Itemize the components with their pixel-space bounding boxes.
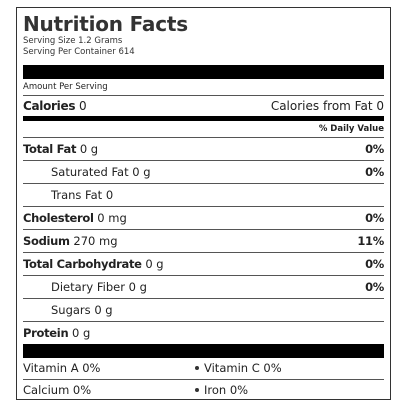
- nutrient-dv: 0%: [365, 165, 384, 179]
- nutrient-amount: 0 g: [79, 142, 99, 156]
- bullet-icon: [195, 365, 199, 370]
- nutrient-row-total-fat: Total Fat 0 g 0%: [23, 138, 384, 161]
- label-title: Nutrition Facts: [23, 12, 188, 36]
- bullet-icon: [195, 387, 199, 392]
- nutrient-dv: 0%: [365, 142, 384, 156]
- nutrient-amount: 0 g: [132, 165, 151, 179]
- nutrient-row-saturated-fat: Saturated Fat 0 g 0%: [23, 161, 384, 184]
- nutrient-amount: 0 mg: [97, 211, 127, 225]
- amount-per-serving: Amount Per Serving: [23, 82, 108, 92]
- calories-value: 0: [79, 99, 87, 113]
- nutrient-dv: 0%: [365, 211, 384, 225]
- nutrition-facts-panel: Nutrition Facts Serving Size 1.2 Grams S…: [16, 7, 391, 400]
- nutrient-amount: 0 g: [145, 257, 164, 271]
- nutrient-name: Sugars: [51, 303, 91, 317]
- nutrient-row-sugars: Sugars 0 g: [23, 299, 384, 322]
- serving-size: Serving Size 1.2 Grams: [23, 36, 123, 46]
- calcium: Calcium 0%: [23, 383, 92, 397]
- calories-from-fat: Calories from Fat 0: [270, 99, 384, 113]
- nutrient-row-dietary-fiber: Dietary Fiber 0 g 0%: [23, 276, 384, 299]
- nutrient-amount: 0 g: [71, 326, 91, 340]
- iron-cell: Iron 0%: [195, 380, 248, 401]
- iron: Iron 0%: [204, 383, 249, 397]
- nutrient-row-total-carbohydrate: Total Carbohydrate 0 g 0%: [23, 253, 384, 276]
- nutrient-row-trans-fat: Trans Fat 0: [23, 184, 384, 207]
- nutrient-name: Protein: [23, 326, 69, 340]
- calories-label: Calories: [23, 99, 76, 113]
- vitamin-a: Vitamin A 0%: [23, 361, 101, 375]
- vitamin-row-1: Vitamin A 0% Vitamin C 0%: [23, 358, 384, 380]
- nutrient-dv: 0%: [365, 280, 384, 294]
- daily-value-header-row: % Daily Value: [23, 121, 384, 138]
- nutrient-row-sodium: Sodium 270 mg 11%: [23, 230, 384, 253]
- medium-divider: [23, 116, 384, 121]
- daily-value-header: % Daily Value: [318, 124, 384, 134]
- nutrient-dv: 11%: [357, 234, 384, 248]
- nutrient-amount: 0: [105, 188, 114, 202]
- nutrient-row-protein: Protein 0 g: [23, 322, 384, 344]
- nutrient-row-cholesterol: Cholesterol 0 mg 0%: [23, 207, 384, 230]
- nutrient-name: Saturated Fat: [51, 165, 129, 179]
- nutrient-name: Sodium: [23, 234, 70, 248]
- nutrient-dv: 0%: [365, 257, 384, 271]
- nutrient-name: Total Carbohydrate: [23, 257, 142, 271]
- vitamin-row-2: Calcium 0% Iron 0%: [23, 380, 384, 401]
- nutrient-name: Dietary Fiber: [51, 280, 125, 294]
- nutrient-amount: 0 g: [94, 303, 113, 317]
- nutrient-amount: 270 mg: [73, 234, 118, 248]
- nutrient-name: Trans Fat: [51, 188, 103, 202]
- nutrient-name: Total Fat: [23, 142, 77, 156]
- vitamin-c-cell: Vitamin C 0%: [195, 358, 282, 379]
- servings-per-container: Serving Per Container 614: [23, 47, 135, 57]
- thick-divider: [23, 65, 384, 79]
- vitamin-c: Vitamin C 0%: [204, 361, 282, 375]
- amount-per-serving-row: Amount Per Serving: [23, 79, 384, 96]
- nutrient-name: Cholesterol: [23, 211, 94, 225]
- thick-divider-bottom: [23, 344, 384, 358]
- calories-row: Calories 0 Calories from Fat 0: [23, 96, 384, 116]
- nutrient-amount: 0 g: [128, 280, 147, 294]
